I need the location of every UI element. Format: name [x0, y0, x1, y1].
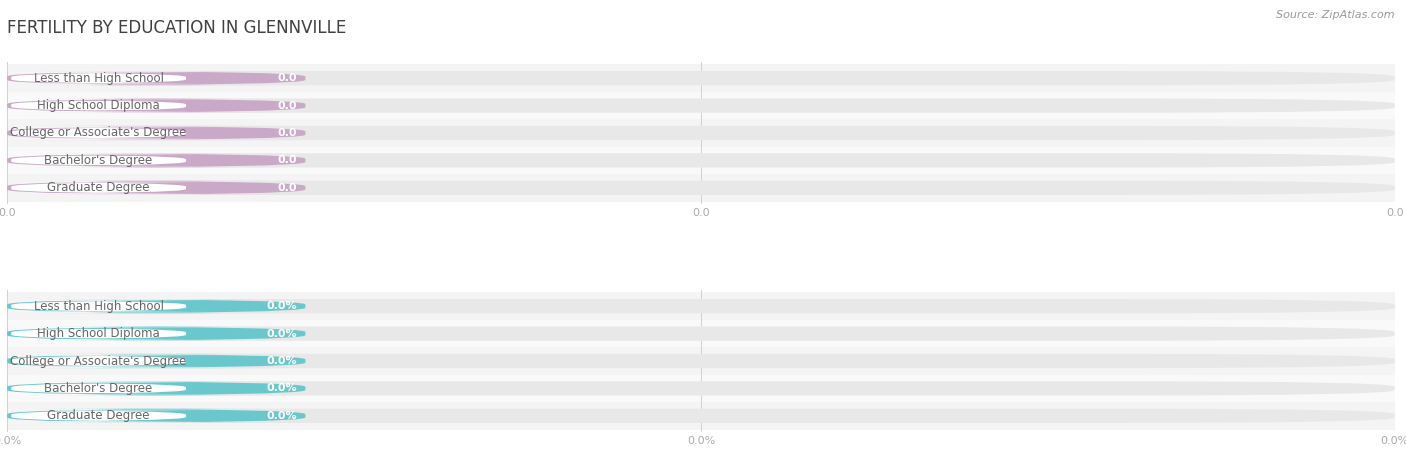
FancyBboxPatch shape: [7, 381, 1395, 396]
FancyBboxPatch shape: [7, 381, 305, 396]
Bar: [7, 119, 1395, 147]
Text: 0.0: 0.0: [277, 73, 297, 83]
Text: Less than High School: Less than High School: [34, 300, 163, 313]
Bar: [7, 347, 1395, 375]
FancyBboxPatch shape: [7, 126, 305, 140]
Text: Graduate Degree: Graduate Degree: [48, 181, 150, 194]
Text: 0.0: 0.0: [277, 155, 297, 165]
Text: Less than High School: Less than High School: [34, 72, 163, 85]
FancyBboxPatch shape: [7, 326, 305, 341]
Bar: [7, 65, 1395, 92]
FancyBboxPatch shape: [0, 127, 247, 139]
Text: 0.0: 0.0: [277, 128, 297, 138]
Text: 0.0: 0.0: [277, 101, 297, 111]
FancyBboxPatch shape: [7, 98, 305, 113]
Bar: [7, 402, 1395, 429]
FancyBboxPatch shape: [7, 408, 305, 423]
Text: College or Associate's Degree: College or Associate's Degree: [10, 354, 187, 368]
Text: 0.0: 0.0: [277, 183, 297, 193]
Bar: [7, 375, 1395, 402]
FancyBboxPatch shape: [7, 354, 1395, 368]
Bar: [7, 147, 1395, 174]
FancyBboxPatch shape: [0, 100, 247, 112]
FancyBboxPatch shape: [0, 328, 247, 340]
FancyBboxPatch shape: [0, 300, 247, 312]
FancyBboxPatch shape: [0, 410, 247, 422]
Text: 0.0%: 0.0%: [267, 301, 297, 311]
Text: High School Diploma: High School Diploma: [37, 99, 160, 112]
FancyBboxPatch shape: [7, 299, 305, 314]
FancyBboxPatch shape: [7, 180, 305, 195]
FancyBboxPatch shape: [0, 72, 247, 84]
Text: 0.0%: 0.0%: [267, 329, 297, 339]
Text: Bachelor's Degree: Bachelor's Degree: [45, 382, 153, 395]
FancyBboxPatch shape: [7, 354, 305, 368]
FancyBboxPatch shape: [7, 71, 305, 86]
Text: High School Diploma: High School Diploma: [37, 327, 160, 340]
FancyBboxPatch shape: [7, 153, 305, 168]
FancyBboxPatch shape: [7, 299, 1395, 314]
FancyBboxPatch shape: [0, 382, 247, 394]
Text: College or Associate's Degree: College or Associate's Degree: [10, 126, 187, 140]
FancyBboxPatch shape: [7, 326, 1395, 341]
FancyBboxPatch shape: [7, 126, 1395, 140]
FancyBboxPatch shape: [7, 153, 1395, 168]
Bar: [7, 92, 1395, 119]
Text: 0.0%: 0.0%: [267, 411, 297, 421]
Bar: [7, 293, 1395, 320]
FancyBboxPatch shape: [7, 180, 1395, 195]
Text: Source: ZipAtlas.com: Source: ZipAtlas.com: [1277, 10, 1395, 19]
FancyBboxPatch shape: [7, 71, 1395, 86]
Bar: [7, 174, 1395, 201]
Text: 0.0%: 0.0%: [267, 356, 297, 366]
Text: 0.0%: 0.0%: [267, 383, 297, 393]
FancyBboxPatch shape: [0, 154, 247, 166]
Text: FERTILITY BY EDUCATION IN GLENNVILLE: FERTILITY BY EDUCATION IN GLENNVILLE: [7, 19, 346, 37]
Bar: [7, 320, 1395, 347]
FancyBboxPatch shape: [7, 98, 1395, 113]
Text: Graduate Degree: Graduate Degree: [48, 409, 150, 422]
Text: Bachelor's Degree: Bachelor's Degree: [45, 154, 153, 167]
FancyBboxPatch shape: [0, 355, 247, 367]
FancyBboxPatch shape: [7, 408, 1395, 423]
FancyBboxPatch shape: [0, 182, 247, 194]
